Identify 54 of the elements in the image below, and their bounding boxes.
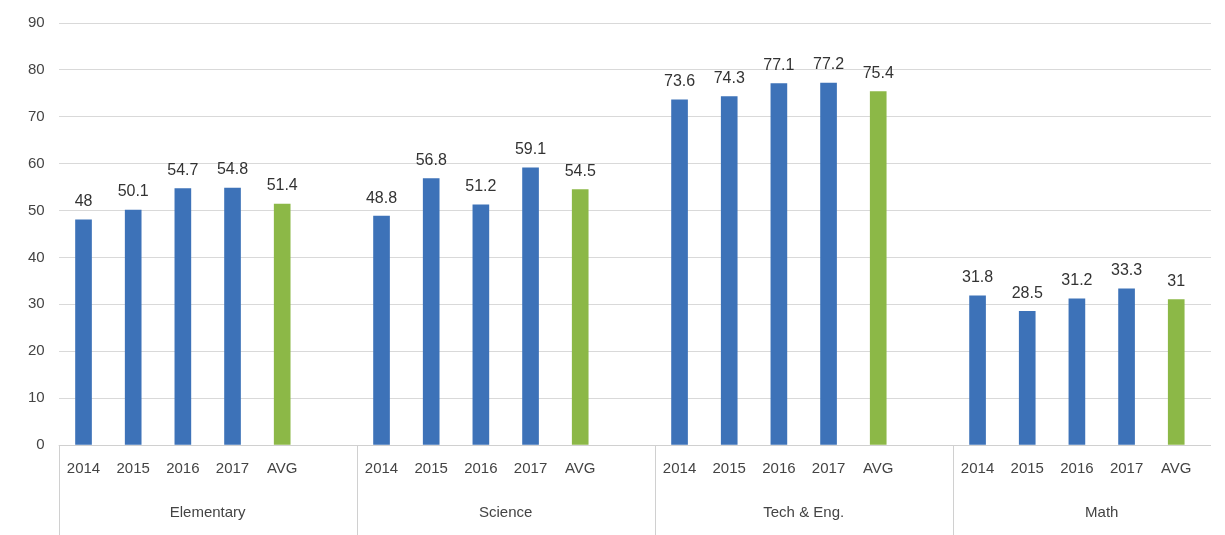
data-label: 51.4 (266, 176, 298, 194)
x-tick-label: 2017 (513, 459, 548, 477)
data-label: 77.1 (763, 55, 795, 73)
y-tick-label: 50 (28, 200, 45, 218)
text: Math (1085, 503, 1119, 521)
data-label: 33.3 (1110, 261, 1143, 279)
x-tick-label: 2017 (1109, 459, 1144, 477)
data-label: 48.8 (365, 188, 398, 206)
data-label: 50.1 (117, 182, 149, 200)
data-label: 73.6 (663, 72, 696, 90)
text: Tech & Eng. (763, 503, 845, 521)
data-label: 31 (1167, 272, 1186, 290)
y-tick-label: 40 (28, 247, 45, 265)
x-tick-label: 2016 (762, 459, 796, 477)
data-label: 74.3 (713, 69, 745, 87)
y-tick-label: 20 (28, 341, 45, 359)
x-tick-label: 2014 (66, 459, 101, 477)
data-label: 54.7 (167, 160, 199, 178)
x-tick-label: 2015 (1010, 459, 1044, 477)
x-tick-label: 2015 (116, 459, 150, 477)
x-tick-label: 2016 (464, 459, 498, 477)
x-tick-label: 2017 (215, 459, 250, 477)
y-tick-label: 70 (28, 106, 45, 124)
y-tick-label: 90 (28, 13, 45, 31)
data-label: 59.1 (514, 140, 547, 158)
data-label: 31.2 (1061, 271, 1093, 289)
x-tick-label: 2017 (811, 459, 846, 477)
text: Science (479, 503, 533, 521)
data-label: 28.5 (1011, 283, 1043, 301)
y-tick-label: 60 (28, 153, 45, 171)
data-label: 54.8 (216, 160, 249, 178)
y-tick-label: 10 (28, 388, 45, 406)
x-tick-label: AVG (862, 459, 894, 477)
text: Elementary (169, 503, 247, 521)
data-label: 75.4 (862, 63, 894, 81)
y-tick-label: 80 (28, 60, 45, 78)
x-tick-label: 2014 (960, 459, 995, 477)
x-tick-label: 2016 (1060, 459, 1094, 477)
x-tick-label: 2015 (712, 459, 746, 477)
x-tick-label: 2016 (166, 459, 200, 477)
data-label: 77.2 (812, 55, 845, 73)
y-tick-label: 0 (36, 435, 45, 453)
x-tick-label: 2014 (662, 459, 697, 477)
data-label: 51.2 (465, 177, 497, 195)
y-tick-label: 30 (28, 294, 45, 312)
data-label: 31.8 (961, 268, 994, 286)
x-tick-label: 2014 (364, 459, 399, 477)
x-tick-label: AVG (266, 459, 298, 477)
x-tick-label: AVG (564, 459, 596, 477)
data-label: 48 (74, 192, 93, 210)
x-tick-label: 2015 (414, 459, 448, 477)
data-label: 54.5 (564, 161, 596, 179)
data-label: 56.8 (415, 151, 447, 169)
x-tick-label: AVG (1160, 459, 1192, 477)
